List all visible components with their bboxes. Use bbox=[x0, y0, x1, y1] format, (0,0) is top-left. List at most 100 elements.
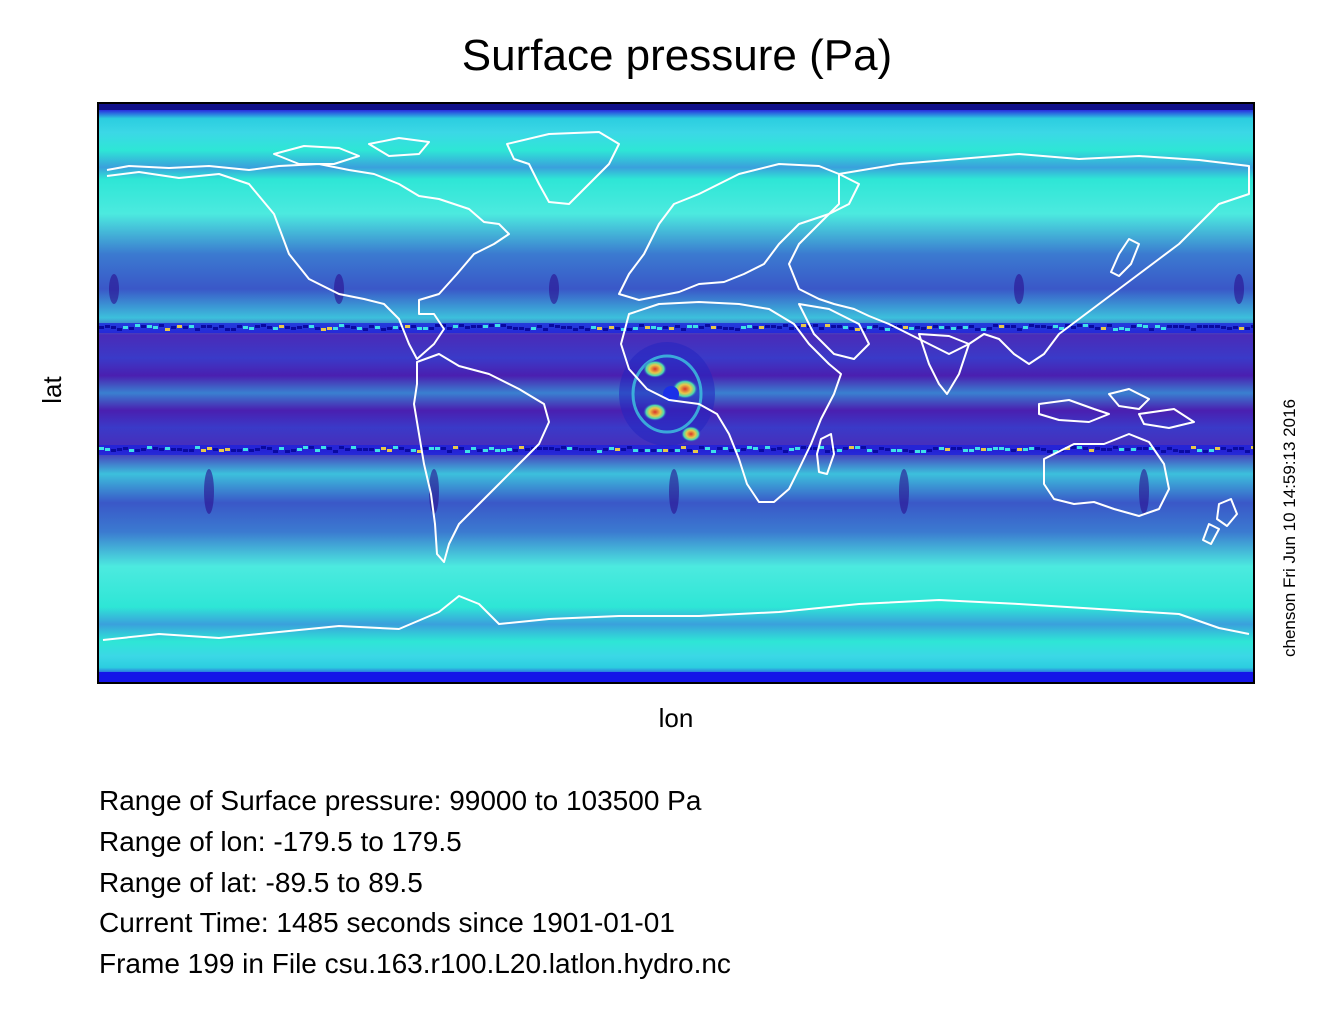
belt-cell bbox=[243, 326, 248, 329]
belt-cell bbox=[267, 447, 272, 450]
belt-cell bbox=[1101, 327, 1106, 330]
belt-cell bbox=[765, 325, 770, 328]
belt-cell bbox=[957, 326, 962, 329]
central-disturbance bbox=[619, 342, 715, 446]
belt-cell bbox=[231, 328, 236, 331]
belt-cell bbox=[1035, 447, 1040, 450]
belt-cell bbox=[651, 449, 656, 452]
belt-cell bbox=[1203, 450, 1208, 453]
belt-cell bbox=[597, 327, 602, 330]
belt-cell bbox=[603, 448, 608, 451]
belt-cell bbox=[327, 327, 332, 330]
belt-cell bbox=[453, 325, 458, 328]
belt-cell bbox=[1233, 447, 1238, 450]
belt-cell bbox=[867, 449, 872, 452]
belt-cell bbox=[165, 328, 170, 331]
belt-cell bbox=[1011, 449, 1016, 452]
belt-cell bbox=[297, 326, 302, 329]
belt-cell bbox=[993, 324, 998, 327]
belt-cell bbox=[891, 449, 896, 452]
belt-cell bbox=[1221, 447, 1226, 450]
belt-cell bbox=[1107, 448, 1112, 451]
belt-cell bbox=[825, 324, 830, 327]
belt-cell bbox=[969, 449, 974, 452]
belt-cell bbox=[999, 325, 1004, 328]
belt-cell bbox=[663, 326, 668, 329]
belt-cell bbox=[183, 326, 188, 329]
belt-cell bbox=[225, 448, 230, 451]
belt-cell bbox=[381, 447, 386, 450]
belt-cell bbox=[1089, 449, 1094, 452]
belt-cell bbox=[207, 325, 212, 328]
belt-cell bbox=[429, 327, 434, 330]
belt-cell bbox=[699, 326, 704, 329]
belt-cell bbox=[897, 325, 902, 328]
belt-cell bbox=[741, 448, 746, 451]
belt-cell bbox=[681, 328, 686, 331]
belt-cell bbox=[741, 326, 746, 329]
belt-cell bbox=[477, 325, 482, 328]
belt-cell bbox=[201, 449, 206, 452]
belt-cell bbox=[597, 450, 602, 453]
belt-cell bbox=[525, 448, 530, 451]
belt-cell bbox=[813, 324, 818, 327]
belt-cell bbox=[393, 326, 398, 329]
belt-cell bbox=[801, 446, 806, 449]
belt-cell bbox=[1131, 448, 1136, 451]
belt-cell bbox=[105, 448, 110, 451]
belt-cell bbox=[951, 447, 956, 450]
belt-cell bbox=[195, 446, 200, 449]
belt-cell bbox=[147, 325, 152, 328]
belt-cell bbox=[99, 447, 104, 450]
belt-cell bbox=[759, 449, 764, 452]
belt-cell bbox=[933, 325, 938, 328]
belt-cell bbox=[525, 328, 530, 331]
belt-cell bbox=[549, 447, 554, 450]
belt-cell bbox=[681, 446, 686, 449]
belt-cell bbox=[963, 449, 968, 452]
belt-cell bbox=[369, 448, 374, 451]
belt-cell bbox=[705, 324, 710, 327]
belt-cell bbox=[579, 448, 584, 451]
belt-cell bbox=[771, 325, 776, 328]
belt-cell bbox=[1161, 327, 1166, 330]
belt-cell bbox=[495, 324, 500, 327]
belt-cell bbox=[1239, 447, 1244, 450]
belt-cell bbox=[1173, 449, 1178, 452]
belt-cell bbox=[861, 328, 866, 331]
belt-cell bbox=[309, 325, 314, 328]
belt-cell bbox=[1017, 448, 1022, 451]
belt-cell bbox=[657, 327, 662, 330]
belt-cell bbox=[1227, 327, 1232, 330]
belt-cell bbox=[231, 449, 236, 452]
belt-cell bbox=[315, 449, 320, 452]
belt-cell bbox=[1137, 324, 1142, 327]
belt-cell bbox=[849, 446, 854, 449]
belt-cell bbox=[1233, 326, 1238, 329]
belt-cell bbox=[621, 328, 626, 331]
belt-cell bbox=[417, 327, 422, 330]
belt-cell bbox=[609, 447, 614, 450]
belt-cell bbox=[117, 328, 122, 331]
belt-cell bbox=[141, 448, 146, 451]
belt-cell bbox=[189, 449, 194, 452]
belt-cell bbox=[177, 448, 182, 451]
belt-cell bbox=[633, 449, 638, 452]
belt-cell bbox=[561, 326, 566, 329]
belt-cell bbox=[747, 446, 752, 449]
belt-cell bbox=[723, 327, 728, 330]
belt-cell bbox=[159, 324, 164, 327]
belt-cell bbox=[771, 448, 776, 451]
belt-cell bbox=[837, 325, 842, 328]
belt-cell bbox=[135, 324, 140, 327]
belt-cell bbox=[105, 325, 110, 328]
belt-cell bbox=[687, 449, 692, 452]
belt-cell bbox=[303, 325, 308, 328]
belt-cell bbox=[651, 326, 656, 329]
belt-cell bbox=[699, 446, 704, 449]
belt-cell bbox=[333, 450, 338, 453]
belt-cell bbox=[717, 326, 722, 329]
belt-cell bbox=[621, 448, 626, 451]
belt-cell bbox=[117, 448, 122, 451]
belt-cell bbox=[543, 447, 548, 450]
